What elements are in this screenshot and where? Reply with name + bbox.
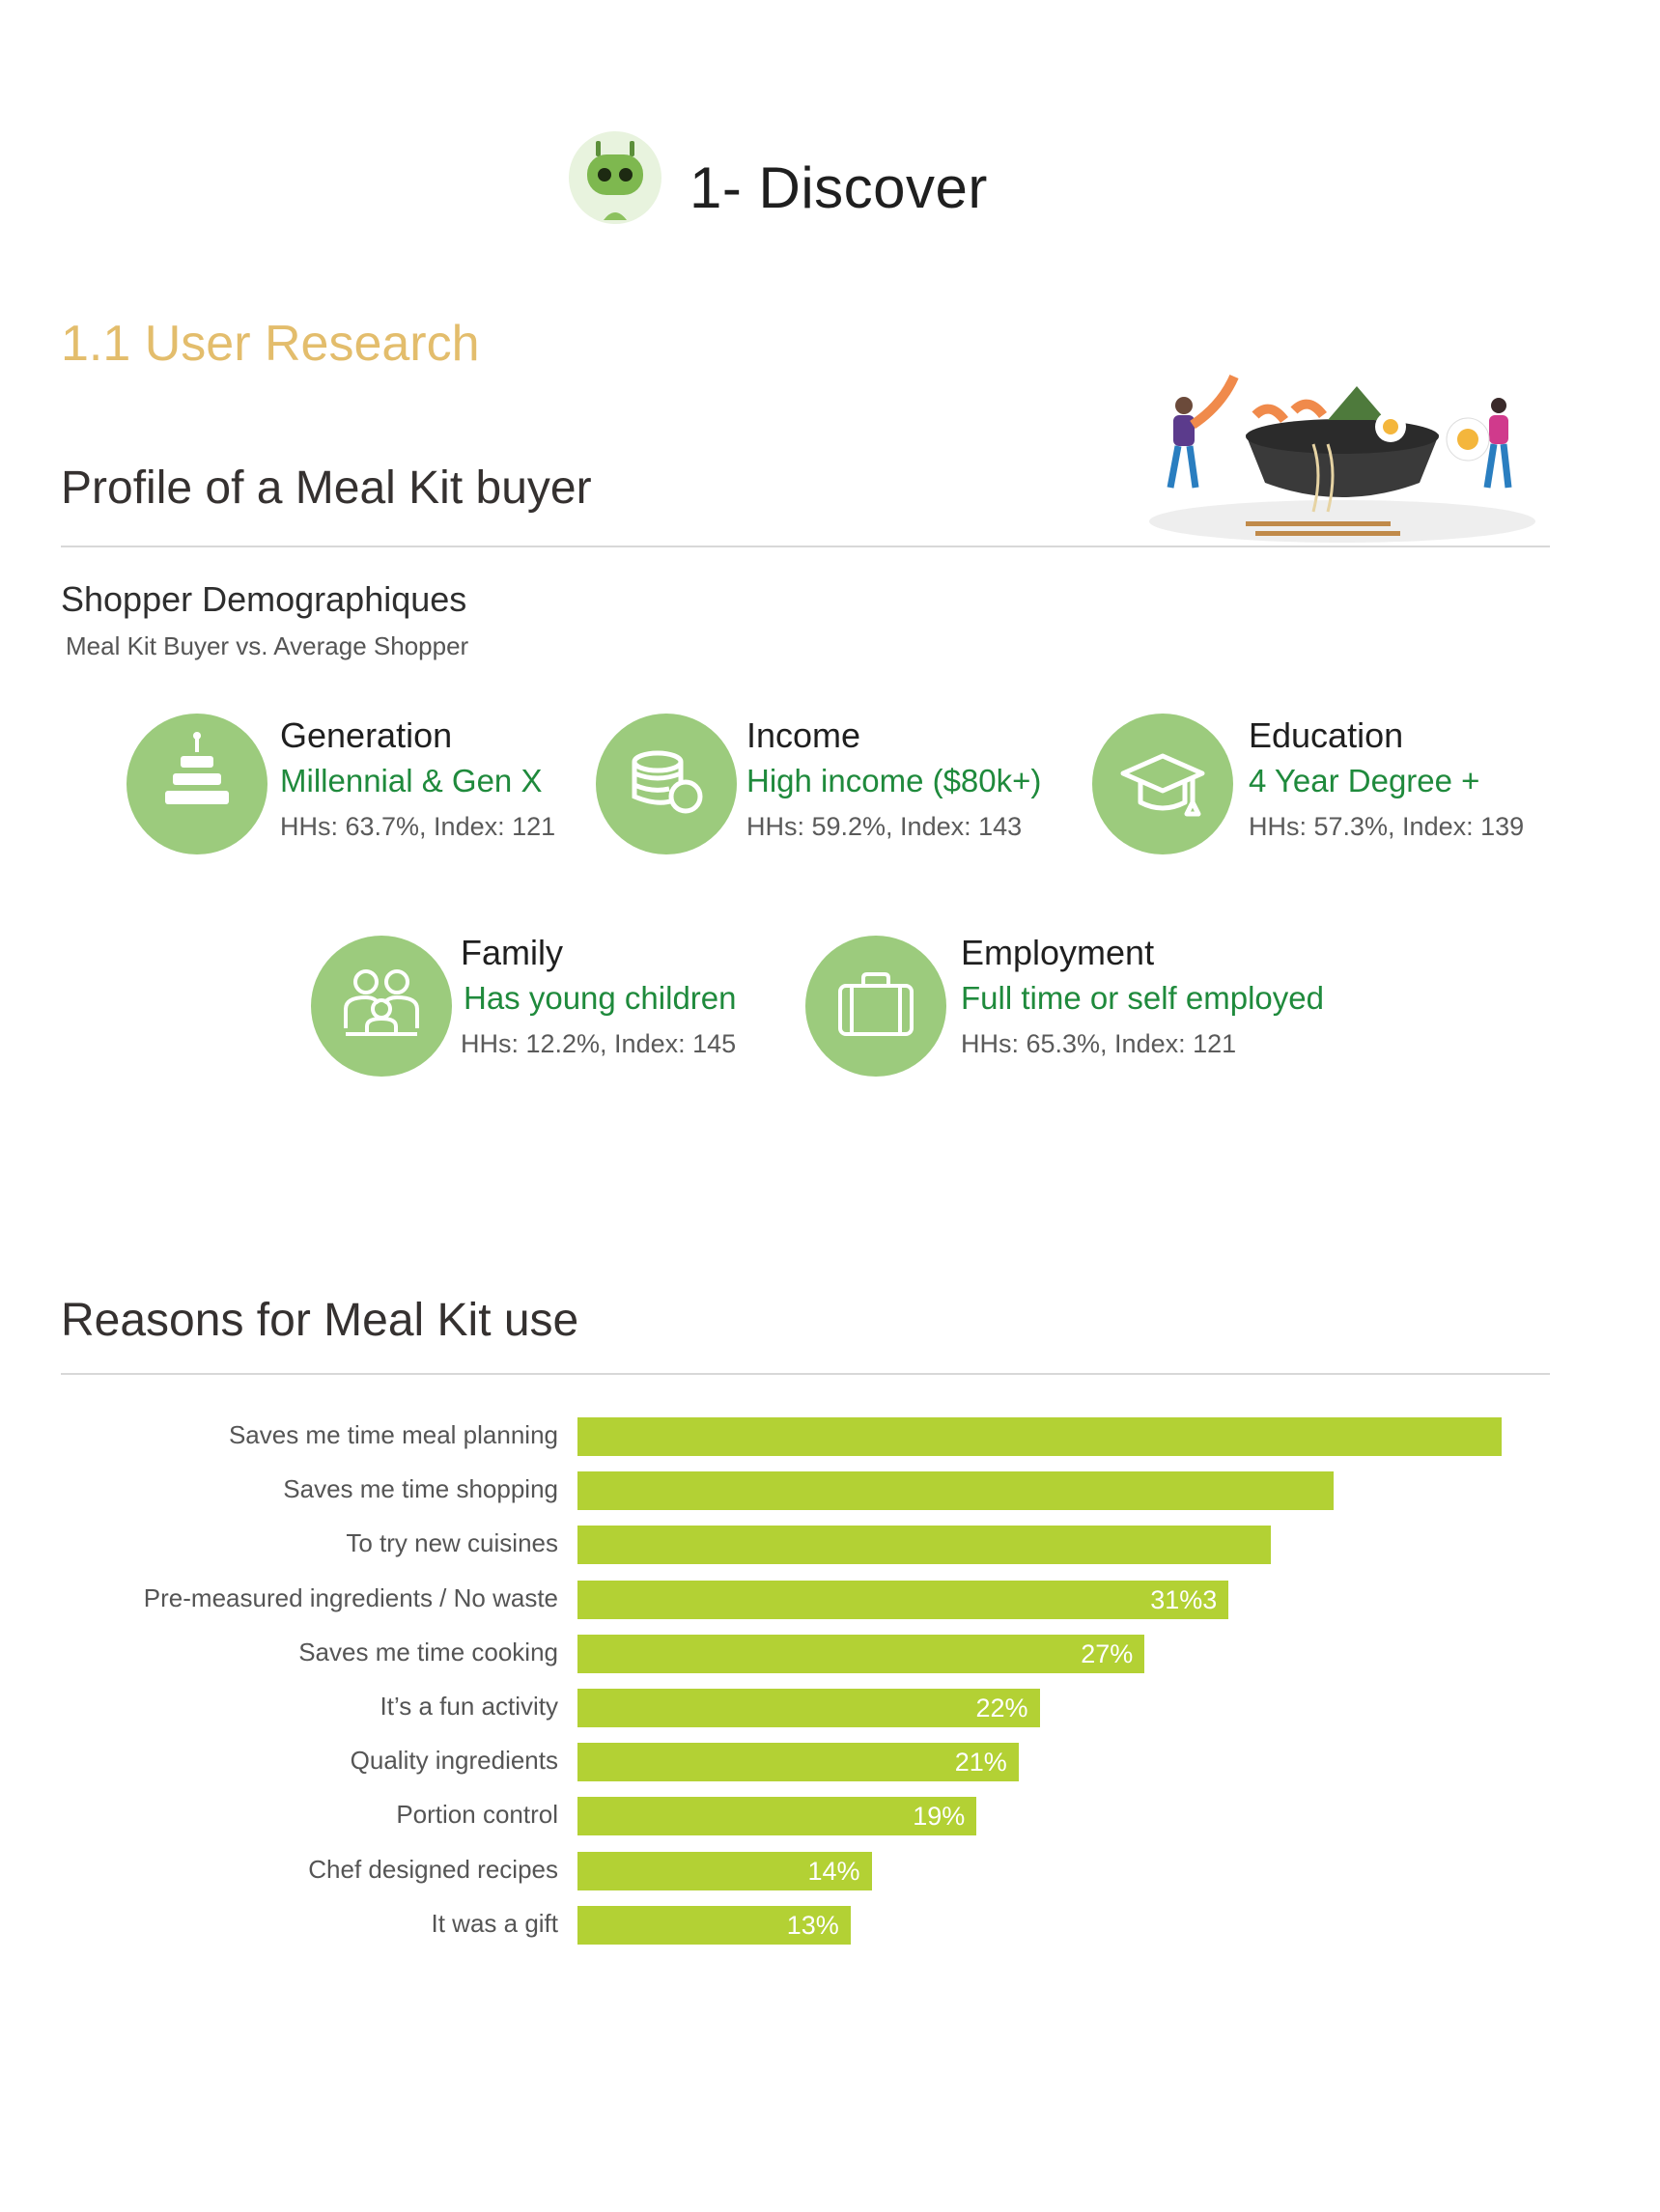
demo-stat-employment: HHs: 65.3%, Index: 121 (961, 1029, 1237, 1058)
bar (577, 1743, 1019, 1782)
bar-value-label: 19% (913, 1802, 966, 1832)
bar-value-label: 27% (1081, 1638, 1134, 1668)
demo-value-family: Has young children (464, 980, 737, 1016)
page-title: 1- Discover (689, 155, 988, 220)
demographics-title: Shopper Demographiques (61, 579, 467, 619)
bar (577, 1851, 872, 1890)
demo-stat-generation: HHs: 63.7%, Index: 121 (280, 812, 556, 841)
demo-stat-family: HHs: 12.2%, Index: 145 (461, 1029, 737, 1058)
bar-value-label: 31%3 (1150, 1584, 1218, 1614)
bar-label: Chef designed recipes (308, 1854, 558, 1884)
coins-icon (596, 714, 737, 854)
demo-value-education: 4 Year Degree + (1249, 763, 1480, 798)
briefcase-icon (805, 936, 946, 1077)
demo-value-income: High income ($80k+) (746, 763, 1042, 798)
bar-value-label: 21% (954, 1748, 1007, 1778)
demo-label-family: Family (461, 933, 563, 972)
robot-logo-icon (569, 131, 661, 224)
bar-label: It’s a fun activity (380, 1692, 559, 1721)
demo-label-employment: Employment (961, 933, 1155, 972)
section-title: 1.1 User Research (61, 316, 480, 372)
bar-label: Saves me time meal planning (228, 1420, 558, 1449)
bar (577, 1797, 977, 1836)
meal-bowl-illustration (1149, 367, 1535, 560)
cake-icon (127, 714, 267, 854)
family-icon (311, 936, 452, 1077)
bar-label: To try new cuisines (346, 1528, 558, 1558)
bar-value-label: 14% (807, 1856, 860, 1886)
bar (577, 1634, 1145, 1673)
demo-stat-education: HHs: 57.3%, Index: 139 (1249, 812, 1525, 841)
bar-label: Saves me time shopping (283, 1474, 558, 1504)
demo-label-education: Education (1249, 715, 1404, 755)
profile-heading: Profile of a Meal Kit buyer (61, 462, 592, 514)
demographics-note: Meal Kit Buyer vs. Average Shopper (66, 631, 469, 660)
bar-label: Portion control (396, 1800, 558, 1830)
demo-label-generation: Generation (280, 715, 453, 755)
bar-value-label: 13% (786, 1910, 839, 1940)
reasons-heading: Reasons for Meal Kit use (61, 1295, 579, 1346)
bar (577, 1417, 1502, 1456)
demo-value-employment: Full time or self employed (961, 980, 1324, 1016)
bar-label: Pre-measured ingredients / No waste (143, 1582, 558, 1612)
bar (577, 1689, 1040, 1727)
bar-value-label: 22% (975, 1694, 1028, 1722)
bar-label: It was a gift (431, 1908, 559, 1938)
demo-label-income: Income (746, 715, 861, 755)
graduation-cap-icon (1092, 714, 1233, 854)
bar (577, 1526, 1271, 1565)
bar (577, 1471, 1334, 1511)
bar-label: Quality ingredients (350, 1746, 558, 1776)
demo-value-generation: Millennial & Gen X (280, 763, 543, 798)
bar (577, 1580, 1229, 1619)
divider (61, 546, 1550, 547)
divider (61, 1373, 1550, 1375)
demo-stat-income: HHs: 59.2%, Index: 143 (746, 812, 1023, 841)
bar (577, 1905, 851, 1945)
bar-label: Saves me time cooking (298, 1637, 558, 1666)
